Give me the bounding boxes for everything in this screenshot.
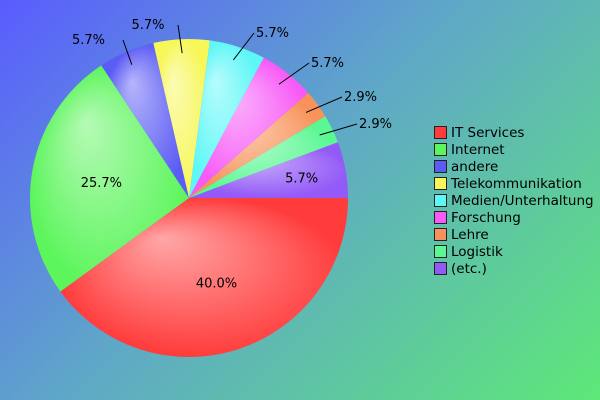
legend-swatch (434, 262, 447, 275)
legend-item: Logistik (434, 243, 594, 260)
legend-swatch (434, 211, 447, 224)
leader-line (232, 32, 255, 61)
data-label: 5.7% (285, 172, 318, 187)
legend-label: Internet (451, 141, 505, 158)
legend-item: Lehre (434, 226, 594, 243)
pie-slice-highlight (153, 39, 210, 199)
leader-line (177, 24, 183, 54)
legend-item: Internet (434, 141, 594, 158)
legend-swatch (434, 194, 447, 207)
legend-item: Forschung (434, 209, 594, 226)
pie-slice-highlight (60, 198, 348, 357)
legend-label: Logistik (451, 243, 503, 260)
legend-item: Telekommunikation (434, 175, 594, 192)
data-label: 5.7% (72, 33, 105, 48)
pie-slice-highlight (189, 116, 338, 198)
legend-label: (etc.) (451, 260, 487, 277)
legend-swatch (434, 177, 447, 190)
leader-line (305, 96, 343, 113)
leader-line (122, 39, 133, 65)
pie-slice-highlight (189, 57, 309, 198)
legend-label: Forschung (451, 209, 521, 226)
pie-slice-highlight (29, 65, 189, 292)
data-labels: 40.0% 25.7% 5.7% 5.7% 5.7% 5.7% 2.9% 2.9% 5.7% (72, 18, 392, 292)
pie-slice-highlight (189, 92, 326, 198)
pie-slice-highlight (101, 43, 189, 198)
legend-swatch (434, 143, 447, 156)
pie-slice-highlight (189, 40, 264, 199)
legend-swatch (434, 245, 447, 258)
legend-swatch (434, 160, 447, 173)
data-label: 2.9% (359, 117, 392, 132)
legend-label: IT Services (451, 124, 525, 141)
leader-line (319, 123, 358, 136)
legend-item: (etc.) (434, 260, 594, 277)
legend: IT Services Internet andere Telekommunik… (434, 124, 594, 277)
legend-item: Medien/Unterhaltung (434, 192, 594, 209)
legend-swatch (434, 228, 447, 241)
data-label: 5.7% (131, 18, 164, 33)
legend-label: andere (451, 158, 499, 175)
legend-swatch (434, 126, 447, 139)
legend-item: IT Services (434, 124, 594, 141)
data-label: 2.9% (344, 90, 377, 105)
data-label: 5.7% (311, 56, 344, 71)
legend-label: Medien/Unterhaltung (451, 192, 594, 209)
leader-line (278, 62, 310, 85)
legend-label: Lehre (451, 226, 489, 243)
pie-slices (29, 39, 348, 357)
data-label: 25.7% (81, 176, 122, 191)
legend-item: andere (434, 158, 594, 175)
data-label: 40.0% (196, 277, 237, 292)
leader-lines (122, 24, 358, 136)
pie-slice-highlight (189, 142, 348, 198)
data-label: 5.7% (256, 26, 289, 41)
legend-label: Telekommunikation (451, 175, 582, 192)
